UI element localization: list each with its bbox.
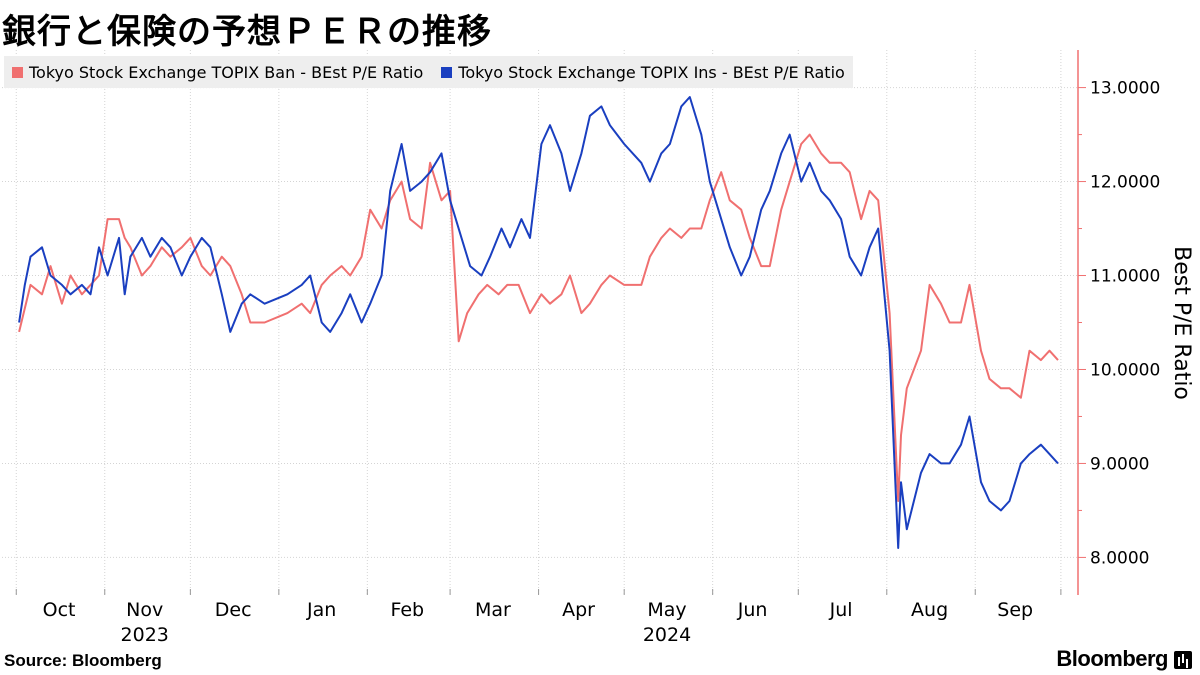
y-tick-label: 10.0000 (1090, 360, 1160, 380)
legend-label-ban: Tokyo Stock Exchange TOPIX Ban - BEst P/… (29, 62, 424, 82)
x-tick-label: Jul (829, 599, 853, 621)
x-year-label: 2023 (121, 624, 169, 646)
y-tick-label: 13.0000 (1090, 79, 1160, 99)
x-tick-label: Oct (43, 599, 76, 621)
legend-swatch-ins (441, 66, 453, 78)
source-note: Source: Bloomberg (4, 651, 162, 670)
x-year-label: 2024 (643, 624, 691, 646)
legend: Tokyo Stock Exchange TOPIX Ban - BEst P/… (4, 56, 853, 88)
y-tick-label: 12.0000 (1090, 173, 1160, 193)
x-tick-label: Jun (737, 599, 768, 621)
y-tick-label: 9.0000 (1090, 454, 1149, 474)
legend-label-ins: Tokyo Stock Exchange TOPIX Ins - BEst P/… (458, 62, 845, 82)
brand-logo: Bloomberg (1056, 646, 1168, 671)
x-tick-label: Apr (562, 599, 595, 621)
series-lines (18, 96, 1059, 549)
series-line-ban (18, 133, 1059, 502)
chart-title: 銀行と保険の予想ＰＥＲの推移 (2, 12, 492, 52)
x-tick-label: Aug (911, 599, 948, 621)
series-line-ins (18, 96, 1059, 549)
x-tick-label: Nov (126, 599, 163, 621)
legend-swatch-ban (12, 66, 23, 78)
x-tick-label: Feb (390, 599, 424, 621)
x-tick-label: Dec (215, 599, 252, 621)
x-tick-label: Sep (997, 599, 1033, 621)
y-axis-label: Best P/E Ratio (1169, 246, 1194, 400)
axes: 8.0000 9.0000 10.0000 11.0000 12.0000 13.0000… (15, 50, 1160, 646)
y-tick-label: 11.0000 (1090, 267, 1160, 287)
x-tick-label: Mar (475, 599, 511, 621)
y-tick-label: 8.0000 (1090, 548, 1149, 568)
x-tick-label: Jan (306, 599, 336, 621)
bloomberg-terminal-icon (1174, 651, 1192, 669)
legend-item-ban: Tokyo Stock Exchange TOPIX Ban - BEst P/… (12, 63, 423, 82)
gridlines (2, 50, 1078, 595)
legend-item-ins: Tokyo Stock Exchange TOPIX Ins - BEst P/… (441, 63, 845, 82)
x-tick-label: May (647, 599, 686, 621)
